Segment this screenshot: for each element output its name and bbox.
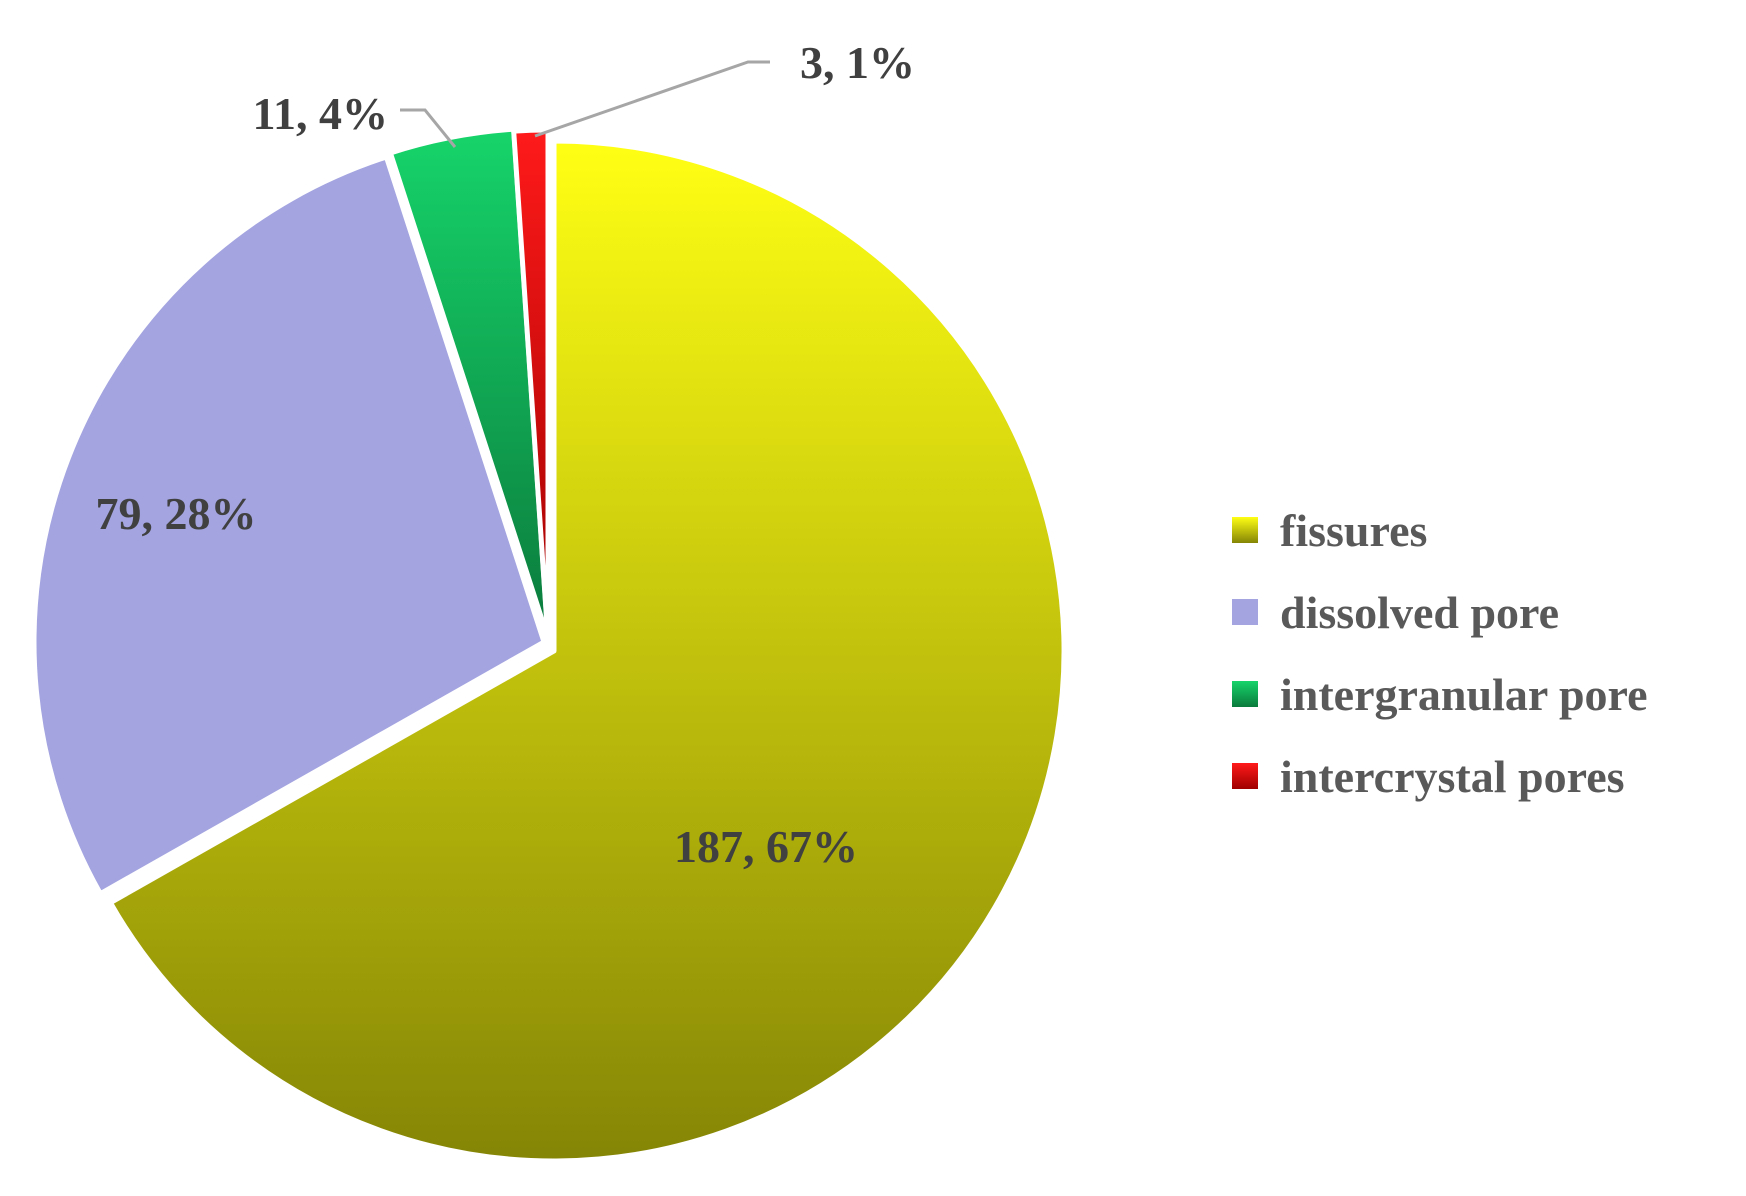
data-labels: 187, 67% 79, 28% 11, 4% 3, 1% xyxy=(96,37,916,872)
leader-line-intercrystal-pores xyxy=(534,60,770,138)
data-label-dissolved-pore: 79, 28% xyxy=(96,488,257,539)
legend: fissures dissolved pore intergranular pore… xyxy=(1232,505,1648,802)
data-label-intercrystal-pores: 3, 1% xyxy=(800,37,915,88)
leader-line-intergranular-pore xyxy=(400,108,457,148)
legend-item-fissures: fissures xyxy=(1232,505,1427,556)
legend-swatch-dissolved-pore xyxy=(1232,599,1258,625)
data-label-fissures: 187, 67% xyxy=(674,821,858,872)
legend-label-intergranular-pore: intergranular pore xyxy=(1280,669,1648,720)
pie-slice-fissures xyxy=(107,138,1067,1164)
legend-swatch-intergranular-pore xyxy=(1232,681,1258,707)
legend-label-dissolved-pore: dissolved pore xyxy=(1280,587,1559,638)
legend-item-intercrystal-pores: intercrystal pores xyxy=(1232,751,1625,802)
legend-label-intercrystal-pores: intercrystal pores xyxy=(1280,751,1625,802)
legend-label-fissures: fissures xyxy=(1280,505,1427,556)
pie-slice-dissolved-pore xyxy=(31,154,547,897)
legend-item-dissolved-pore: dissolved pore xyxy=(1232,587,1559,638)
pie-slices xyxy=(31,126,1067,1164)
leader-lines xyxy=(400,60,770,148)
legend-item-intergranular-pore: intergranular pore xyxy=(1232,669,1648,720)
legend-swatch-fissures xyxy=(1232,517,1258,543)
legend-swatch-intercrystal-pores xyxy=(1232,763,1258,789)
data-label-intergranular-pore: 11, 4% xyxy=(253,88,388,139)
